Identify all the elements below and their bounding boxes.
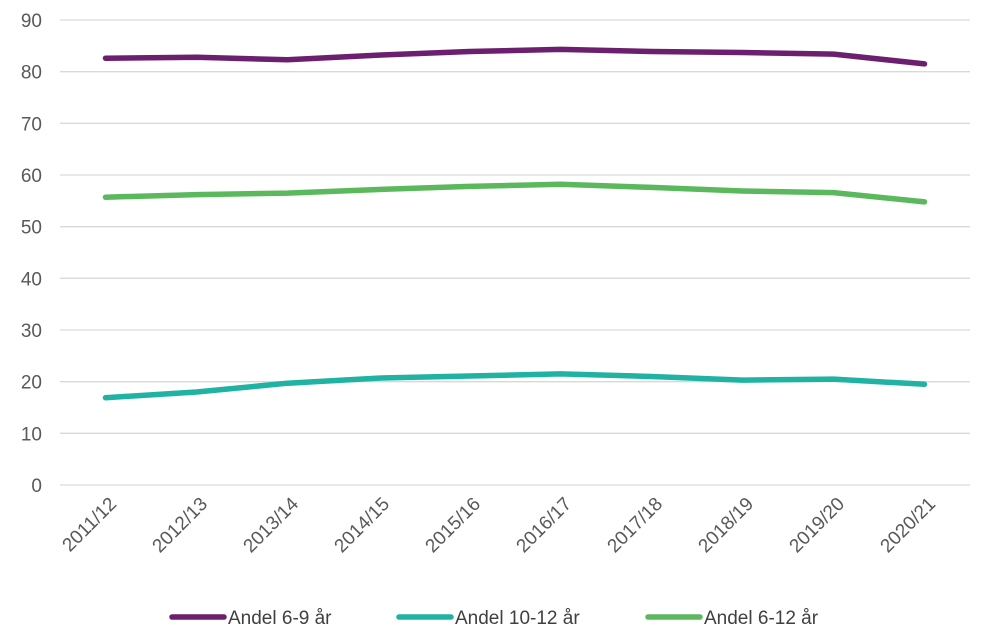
y-tick-label: 30 — [21, 321, 42, 342]
data-point — [376, 187, 381, 192]
data-point — [194, 192, 199, 197]
data-point — [649, 185, 654, 190]
data-point — [467, 184, 472, 189]
data-point — [103, 195, 108, 200]
y-tick-label: 0 — [31, 476, 42, 497]
data-point — [831, 51, 836, 57]
data-point — [194, 55, 199, 60]
x-tick-label: 2014/15 — [331, 494, 394, 557]
y-tick-label: 40 — [21, 269, 42, 290]
data-point — [558, 371, 563, 377]
data-point — [467, 49, 472, 54]
x-tick-label: 2018/19 — [695, 494, 758, 557]
series-lines — [102, 46, 928, 401]
x-tick-label: 2017/18 — [604, 494, 667, 557]
x-tick-label: 2011/12 — [59, 494, 121, 556]
legend-label: Andel 10-12 år — [455, 608, 580, 629]
data-point — [740, 188, 745, 194]
legend: Andel 6-9 år Andel 10-12 år Andel 6-12 år — [169, 608, 819, 629]
data-point — [103, 56, 108, 61]
x-tick-label: 2016/17 — [513, 494, 576, 557]
y-tick-label: 80 — [21, 63, 42, 84]
data-point — [922, 199, 927, 205]
data-point — [285, 381, 290, 386]
legend-label: Andel 6-12 år — [704, 608, 819, 629]
x-tick-label: 2019/20 — [786, 494, 849, 557]
data-point — [376, 52, 381, 58]
y-tick-label: 90 — [21, 11, 42, 32]
x-tick-label: 2012/13 — [149, 494, 212, 557]
data-point — [740, 377, 745, 383]
data-point — [922, 382, 927, 387]
series-line-3 — [102, 181, 928, 205]
gridlines — [60, 19, 970, 434]
data-point — [285, 190, 290, 196]
data-point — [831, 376, 836, 382]
data-point — [103, 395, 108, 400]
legend-label: Andel 6-9 år — [228, 608, 332, 629]
y-tick-label: 20 — [21, 373, 42, 394]
x-tick-label: 2013/14 — [240, 493, 304, 557]
series-line-2 — [102, 371, 928, 401]
data-point — [376, 375, 381, 381]
y-tick-label: 50 — [21, 218, 42, 239]
series-line-1 — [102, 46, 928, 67]
y-tick-label: 60 — [21, 166, 42, 187]
x-tick-label: 2020/21 — [877, 494, 940, 557]
data-point — [194, 389, 199, 395]
data-point — [831, 190, 836, 195]
y-axis: 0 10 20 30 40 50 60 70 80 90 — [21, 11, 42, 497]
x-tick-label: 2015/16 — [422, 494, 485, 557]
data-point — [558, 182, 563, 187]
data-point — [922, 61, 927, 67]
data-point — [649, 374, 654, 379]
y-tick-label: 70 — [21, 114, 42, 135]
data-point — [740, 50, 745, 55]
x-axis: 2011/12 2012/13 2013/14 2014/15 2015/16 2016/… — [59, 493, 940, 557]
data-point — [558, 47, 563, 52]
data-point — [285, 57, 290, 62]
data-point — [467, 373, 472, 379]
y-tick-label: 10 — [21, 424, 42, 445]
data-point — [649, 49, 654, 54]
